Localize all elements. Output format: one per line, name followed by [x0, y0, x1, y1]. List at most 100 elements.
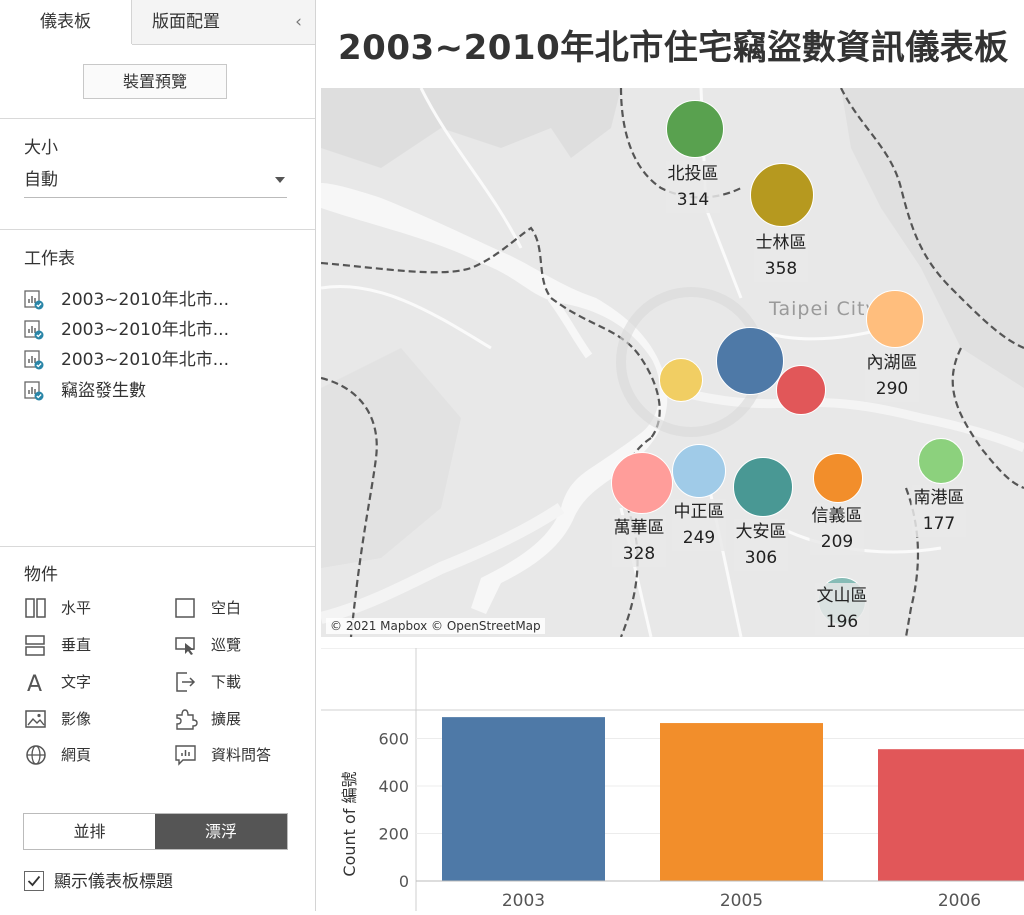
extension-icon [176, 709, 198, 730]
district-bubble[interactable] [750, 163, 814, 227]
tab-dashboard[interactable]: 儀表板 [0, 0, 132, 44]
ask-data-icon [175, 745, 196, 766]
tiled-button[interactable]: 並排 [24, 814, 155, 849]
district-bubble[interactable] [666, 100, 724, 158]
y-tick-label: 200 [378, 825, 409, 844]
district-bubble[interactable] [672, 444, 726, 498]
district-bubble[interactable] [611, 452, 673, 514]
horizontal-icon [25, 598, 46, 618]
tab-layout-label: 版面配置 [152, 12, 220, 32]
district-name: 信義區 [811, 506, 863, 526]
district-label: 士林區 358 [753, 230, 809, 282]
object-vertical[interactable]: 垂直 [24, 633, 164, 657]
district-bubble[interactable] [716, 327, 784, 395]
vertical-icon [25, 635, 45, 656]
district-value: 177 [922, 514, 956, 534]
object-download[interactable]: 下載 [174, 670, 304, 694]
object-label: 文字 [61, 673, 92, 691]
object-label: 擴展 [211, 710, 242, 728]
worksheet-icon [24, 320, 44, 340]
object-text[interactable]: A 文字 [24, 670, 164, 694]
district-name: 士林區 [755, 233, 807, 253]
district-name: 萬華區 [613, 518, 665, 538]
object-blank[interactable]: 空白 [174, 596, 304, 620]
blank-icon [175, 598, 195, 618]
object-web-page[interactable]: 網頁 [24, 743, 164, 767]
bar-chart-svg: Count of 編號 0 200 400 600 2003 2005 2006 [321, 647, 1024, 911]
object-extension[interactable]: 擴展 [174, 707, 304, 731]
sheet-item-label: 2003~2010年北市... [61, 320, 229, 340]
y-axis-label: Count of 編號 [340, 771, 359, 876]
object-label: 資料問答 [211, 746, 272, 764]
worksheet-icon [24, 290, 44, 310]
object-label: 垂直 [61, 636, 92, 654]
x-tick-label: 2005 [720, 891, 763, 911]
district-bubble[interactable] [659, 358, 703, 402]
sheet-item[interactable]: 2003~2010年北市... [24, 316, 304, 344]
y-tick-label: 0 [399, 872, 409, 891]
district-name: 南港區 [913, 488, 965, 508]
district-bubble[interactable] [776, 365, 826, 415]
bar-2003[interactable] [442, 717, 605, 881]
x-ticks: 2003 2005 2006 [502, 891, 981, 911]
tab-layout[interactable]: 版面配置 [132, 0, 282, 45]
object-label: 下載 [211, 673, 242, 691]
text-icon: A [27, 672, 42, 694]
object-label: 水平 [61, 599, 92, 617]
worksheet-icon [24, 350, 44, 370]
floating-button[interactable]: 漂浮 [155, 814, 287, 849]
district-bubble[interactable] [733, 457, 793, 517]
district-bubble[interactable] [866, 290, 924, 348]
district-value: 249 [682, 528, 716, 548]
district-label: 大安區 306 [733, 519, 789, 571]
y-ticks: 0 200 400 600 [378, 730, 409, 892]
bar-2006[interactable] [878, 749, 1024, 881]
district-value: 328 [622, 544, 656, 564]
size-dropdown-value: 自動 [24, 170, 58, 190]
object-label: 空白 [211, 599, 242, 617]
district-label: 內湖區 290 [864, 350, 920, 402]
object-image[interactable]: 影像 [24, 707, 164, 731]
object-label: 影像 [61, 710, 92, 728]
object-ask-data[interactable]: 資料問答 [174, 743, 304, 767]
district-map[interactable]: Taipei City 北投區 314 士林區 358 內湖區 290 南港區 177 … [321, 88, 1024, 637]
object-navigation[interactable]: 巡覽 [174, 633, 304, 657]
navigation-icon [175, 637, 195, 655]
sheet-item[interactable]: 2003~2010年北市... [24, 346, 304, 374]
checkbox-checked-icon [24, 871, 44, 891]
divider [0, 546, 315, 547]
district-name: 大安區 [735, 522, 787, 542]
size-dropdown[interactable]: 自動 [24, 166, 287, 198]
web-page-icon [26, 745, 46, 765]
divider [0, 229, 315, 230]
object-horizontal[interactable]: 水平 [24, 596, 164, 620]
yearly-bar-chart[interactable]: Count of 編號 0 200 400 600 2003 2005 2006 [321, 647, 1024, 911]
sheet-item[interactable]: 2003~2010年北市... [24, 286, 304, 314]
side-panel-tabs: 儀表板 版面配置 ‹ [0, 0, 315, 45]
dashboard-title[interactable]: 2003~2010年北市住宅竊盜數資訊儀表板 [338, 28, 1009, 68]
dashboard-canvas: 2003~2010年北市住宅竊盜數資訊儀表板 [316, 0, 1024, 911]
sheet-item[interactable]: 竊盜發生數 [24, 377, 304, 405]
district-value: 314 [676, 190, 710, 210]
size-section-title: 大小 [24, 138, 58, 158]
sheet-item-label: 2003~2010年北市... [61, 350, 229, 370]
chevron-down-icon [275, 177, 285, 183]
map-attribution[interactable]: © 2021 Mapbox © OpenStreetMap [326, 618, 545, 634]
dashboard-side-panel: 儀表板 版面配置 ‹ 裝置預覽 大小 自動 工作表 2003~2010年北市..… [0, 0, 316, 911]
bars [416, 717, 1024, 882]
x-tick-label: 2003 [502, 891, 545, 911]
collapse-panel-icon[interactable]: ‹ [282, 0, 315, 45]
show-title-label: 顯示儀表板標題 [54, 872, 173, 892]
device-preview-button[interactable]: 裝置預覽 [83, 64, 227, 99]
layout-mode-toggle: 並排 漂浮 [23, 813, 288, 850]
object-label: 網頁 [61, 746, 92, 764]
show-dashboard-title-checkbox[interactable]: 顯示儀表板標題 [24, 871, 304, 893]
bar-2005[interactable] [660, 723, 823, 881]
sheets-section-title: 工作表 [24, 249, 75, 269]
district-value: 209 [820, 532, 854, 552]
worksheet-icon [24, 381, 44, 401]
district-value: 290 [875, 379, 909, 399]
district-bubble[interactable] [918, 438, 964, 484]
district-label: 萬華區 328 [611, 515, 667, 567]
district-bubble[interactable] [813, 453, 863, 503]
